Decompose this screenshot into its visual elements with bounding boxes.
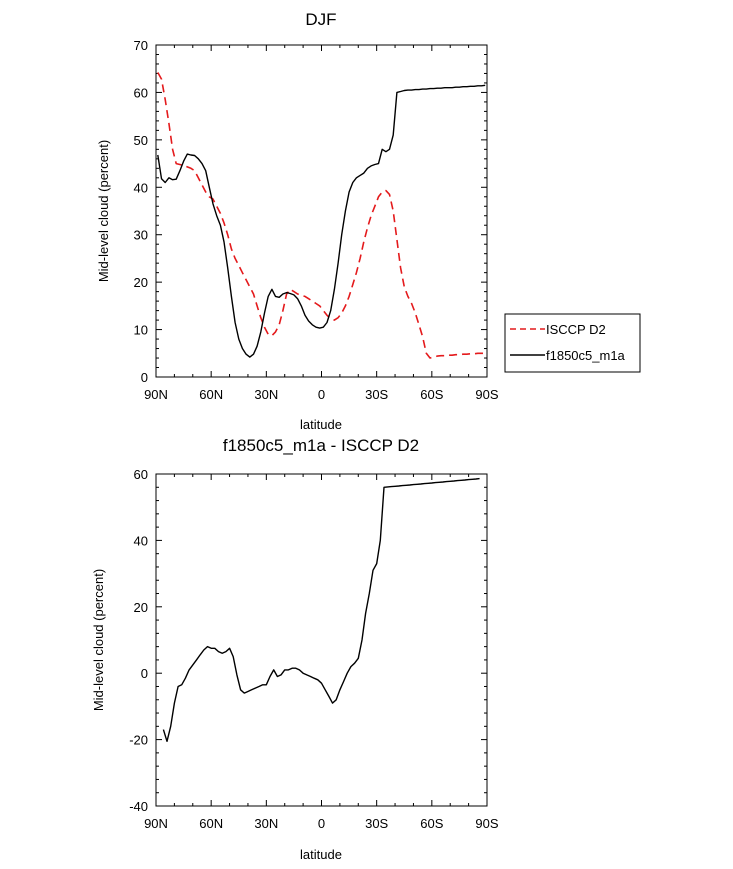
djf-y-axis-label: Mid-level cloud (percent) bbox=[96, 140, 111, 282]
difference-series-line-0 bbox=[162, 477, 480, 742]
x-tick-label: 30S bbox=[365, 816, 388, 831]
x-tick-label: 90S bbox=[475, 816, 498, 831]
legend-label-f1850: f1850c5_m1a bbox=[546, 348, 626, 363]
difference-panel: f1850c5_m1a - ISCCP D2 90N 60N 30N 0 30S 60S 9… bbox=[91, 436, 499, 862]
x-tick-label: 60S bbox=[420, 816, 443, 831]
y-tick-label: 0 bbox=[141, 666, 148, 681]
x-tick-label: 60S bbox=[420, 387, 443, 402]
y-tick-label: -40 bbox=[129, 799, 148, 814]
y-tick-label: 40 bbox=[134, 533, 148, 548]
x-tick-label: 0 bbox=[318, 816, 325, 831]
djf-title: DJF bbox=[305, 10, 336, 29]
x-tick-label: 0 bbox=[318, 387, 325, 402]
y-tick-label: 20 bbox=[134, 275, 148, 290]
x-tick-label: 90S bbox=[475, 387, 498, 402]
djf-panel: DJF 90N 60N 30N 0 30S 60S 90S 0 10 20 30 40 50 60 70 M… bbox=[96, 10, 641, 432]
x-tick-label: 30N bbox=[254, 387, 278, 402]
y-tick-label: 0 bbox=[141, 370, 148, 385]
difference-y-axis-label: Mid-level cloud (percent) bbox=[91, 569, 106, 711]
difference-lines bbox=[162, 477, 480, 742]
y-tick-label: 30 bbox=[134, 228, 148, 243]
difference-x-axis-label: latitude bbox=[300, 847, 342, 862]
djf-series-line-0 bbox=[157, 72, 486, 359]
x-tick-label: 60N bbox=[199, 387, 223, 402]
y-tick-label: 10 bbox=[134, 323, 148, 338]
djf-legend: ISCCP D2 f1850c5_m1a bbox=[504, 313, 641, 373]
x-tick-label: 60N bbox=[199, 816, 223, 831]
y-tick-label: 60 bbox=[134, 467, 148, 482]
x-tick-label: 90N bbox=[144, 387, 168, 402]
difference-title: f1850c5_m1a - ISCCP D2 bbox=[223, 436, 419, 455]
djf-ticks: 90N 60N 30N 0 30S 60S 90S 0 10 20 30 40 50 60 70 bbox=[134, 38, 499, 402]
djf-series-line-1 bbox=[157, 84, 486, 358]
djf-x-axis-label: latitude bbox=[300, 417, 342, 432]
y-tick-label: 40 bbox=[134, 180, 148, 195]
y-tick-label: 50 bbox=[134, 133, 148, 148]
x-tick-label: 30S bbox=[365, 387, 388, 402]
y-tick-label: 20 bbox=[134, 600, 148, 615]
legend-box bbox=[504, 313, 641, 373]
legend-label-isccp: ISCCP D2 bbox=[546, 322, 606, 337]
djf-lines bbox=[157, 72, 486, 359]
x-tick-label: 30N bbox=[254, 816, 278, 831]
y-tick-label: 70 bbox=[134, 38, 148, 53]
difference-ticks: 90N 60N 30N 0 30S 60S 90S -40 -20 0 20 40 60 bbox=[129, 467, 499, 831]
y-tick-label: -20 bbox=[129, 733, 148, 748]
difference-plot-frame bbox=[155, 473, 488, 807]
x-tick-label: 90N bbox=[144, 816, 168, 831]
y-tick-label: 60 bbox=[134, 85, 148, 100]
